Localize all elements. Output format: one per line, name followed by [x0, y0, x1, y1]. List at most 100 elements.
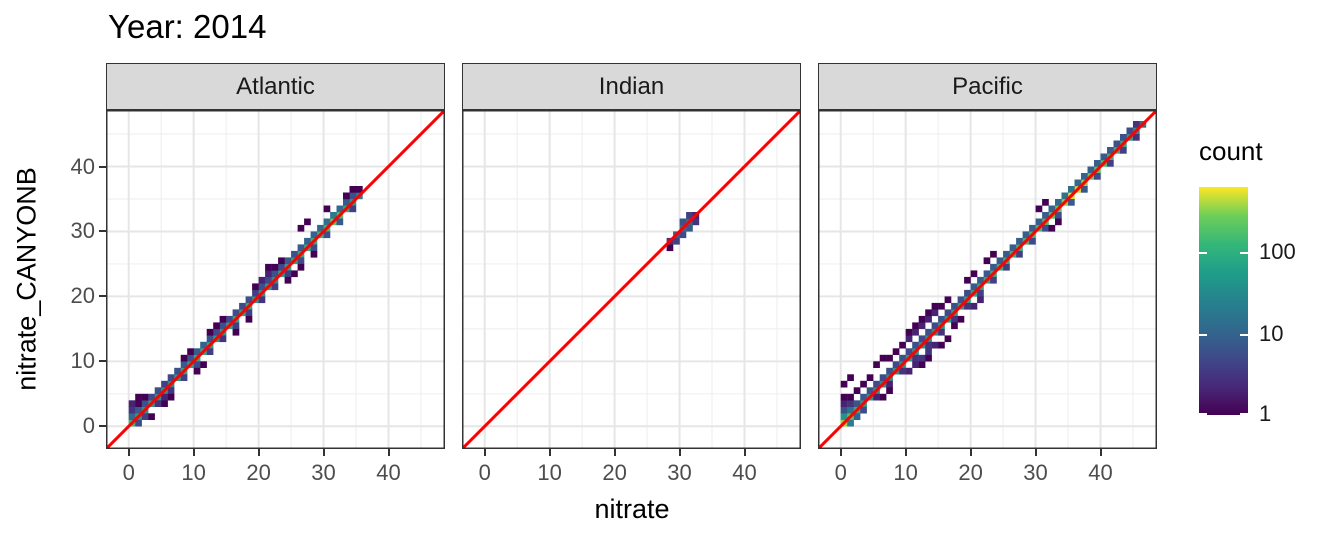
legend-tick-mark	[1240, 333, 1248, 336]
bin	[336, 205, 344, 213]
legend-colorbar	[1199, 187, 1248, 415]
x-tick-label: 10	[537, 460, 562, 485]
bin	[951, 302, 958, 310]
x-tick-mark	[483, 449, 486, 456]
bin	[879, 374, 887, 381]
bin	[232, 328, 240, 336]
bin	[1055, 199, 1062, 206]
bin	[135, 393, 142, 401]
bin	[271, 283, 279, 291]
bin	[905, 348, 913, 355]
bin	[1048, 205, 1056, 213]
bin	[983, 270, 991, 278]
bin	[161, 400, 168, 407]
bin	[892, 361, 900, 368]
y-tick-label: 10	[70, 348, 95, 374]
bin	[879, 354, 887, 362]
bin	[840, 413, 848, 420]
bin	[226, 315, 233, 323]
bin	[258, 283, 266, 291]
bin	[1133, 121, 1140, 128]
bin	[174, 367, 181, 375]
bin	[892, 348, 900, 355]
bin	[239, 302, 246, 310]
bin	[1107, 160, 1114, 167]
bin	[297, 224, 305, 232]
bin	[206, 335, 214, 343]
bin	[1061, 192, 1069, 200]
bin	[873, 380, 880, 388]
bin	[944, 309, 952, 317]
bin	[167, 387, 175, 394]
bin	[1042, 212, 1049, 219]
x-tick-label: 0	[122, 460, 135, 485]
bin	[886, 387, 893, 394]
x-tick-mark	[127, 449, 130, 456]
x-tick-label: 30	[667, 460, 692, 485]
bin	[990, 263, 997, 271]
bin	[686, 224, 693, 232]
legend-tick-mark	[1199, 413, 1207, 415]
bin	[860, 406, 867, 414]
bin	[317, 224, 324, 232]
bin	[135, 406, 142, 414]
bin	[291, 270, 298, 278]
bin	[931, 309, 939, 317]
bin	[970, 302, 978, 310]
bin	[912, 354, 919, 362]
bin	[1035, 205, 1043, 213]
bin	[673, 237, 680, 245]
panel-border	[818, 110, 1157, 449]
bin	[847, 406, 854, 414]
x-tick-label: 40	[376, 460, 401, 485]
bin	[931, 302, 939, 310]
bin	[349, 192, 357, 200]
bin	[951, 315, 958, 323]
bin	[918, 361, 926, 368]
bin	[128, 413, 136, 420]
y-tick-mark	[99, 425, 106, 428]
bin	[666, 244, 674, 252]
bin	[304, 237, 311, 245]
bin	[847, 400, 854, 407]
bin	[1068, 186, 1075, 193]
bin	[330, 212, 337, 219]
bin	[245, 309, 253, 317]
bin	[1055, 212, 1062, 219]
bin	[977, 289, 984, 297]
panel-border	[106, 110, 445, 449]
bin	[905, 328, 913, 336]
bin	[931, 341, 939, 349]
bin	[206, 348, 214, 355]
bin	[912, 341, 919, 349]
bin	[1035, 218, 1043, 226]
legend-tick-label: 1	[1259, 401, 1272, 426]
bin	[925, 328, 932, 336]
identity-line	[462, 110, 801, 449]
plot-title: Year: 2014	[108, 8, 267, 45]
bin	[977, 296, 984, 304]
x-tick-mark	[192, 449, 195, 456]
bin	[679, 218, 687, 226]
bin	[944, 296, 952, 304]
bin	[232, 322, 240, 330]
identity-line	[818, 110, 1157, 449]
plot-canvas-indian	[462, 110, 801, 449]
bin	[278, 257, 285, 265]
legend-tick-mark	[1240, 252, 1248, 255]
bin	[996, 257, 1004, 265]
bin	[297, 263, 305, 271]
y-tick-mark	[99, 165, 106, 168]
bin	[265, 263, 272, 271]
bin	[840, 380, 848, 388]
bin	[343, 199, 350, 206]
bin	[905, 367, 913, 375]
bin	[1120, 134, 1127, 141]
bin	[154, 400, 162, 407]
bin	[686, 212, 693, 219]
bin	[161, 380, 168, 388]
x-tick-label: 0	[478, 460, 491, 485]
bin	[1094, 173, 1101, 180]
bin	[213, 328, 220, 336]
y-tick-label: 30	[70, 218, 95, 244]
